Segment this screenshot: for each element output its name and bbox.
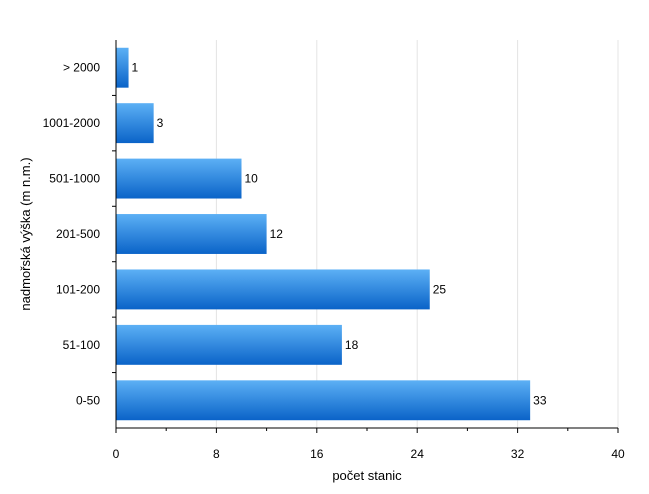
y-axis-title: nadmořská výška (m n.m.)	[18, 157, 33, 310]
x-tick-label: 8	[213, 447, 220, 461]
x-tick-label: 40	[611, 447, 625, 461]
x-tick-label: 0	[113, 447, 120, 461]
labels: > 2000 1 1001-2000 3 501-1000 10 201-500 12 101-…	[43, 61, 625, 461]
x-axis-title: počet stanic	[332, 468, 402, 483]
y-tick-label: 201-500	[56, 227, 100, 241]
bar	[116, 380, 531, 421]
x-tick-label: 16	[310, 447, 324, 461]
data-label: 33	[533, 393, 547, 407]
bar	[116, 324, 342, 365]
bars	[116, 47, 531, 421]
y-tick-label: > 2000	[63, 61, 100, 75]
bar	[116, 158, 242, 199]
x-tick-label: 24	[411, 447, 425, 461]
y-tick-label: 101-200	[56, 282, 100, 296]
bar	[116, 103, 154, 144]
bar	[116, 269, 430, 310]
axes	[112, 40, 619, 433]
y-tick-label: 1001-2000	[43, 116, 101, 130]
x-tick-label: 32	[511, 447, 525, 461]
y-tick-label: 0-50	[76, 393, 100, 407]
data-label: 1	[132, 61, 139, 75]
data-label: 25	[433, 282, 447, 296]
bar	[116, 214, 267, 254]
data-label: 12	[270, 227, 284, 241]
data-label: 10	[245, 172, 259, 186]
y-tick-label: 51-100	[63, 338, 101, 352]
data-label: 3	[157, 116, 164, 130]
data-label: 18	[345, 338, 359, 352]
y-tick-label: 501-1000	[49, 172, 100, 186]
bar	[116, 47, 129, 88]
